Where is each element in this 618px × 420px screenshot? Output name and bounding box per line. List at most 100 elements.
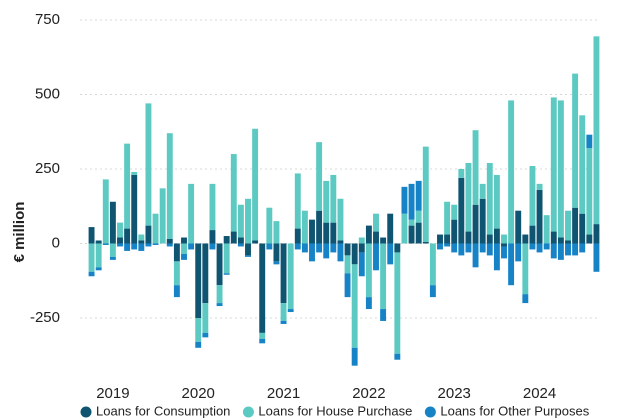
bar-segment <box>593 36 600 225</box>
x-tick-label: 2022 <box>352 385 385 402</box>
bar-segment <box>259 243 266 333</box>
bar-segment <box>550 243 557 259</box>
x-tick-label: 2024 <box>523 385 556 402</box>
bar-segment <box>109 243 116 257</box>
bar-segment <box>259 338 266 344</box>
bar-segment <box>109 256 116 260</box>
x-tick-label: 2023 <box>438 385 471 402</box>
bar-segment <box>138 234 145 241</box>
bar-segment <box>451 243 458 253</box>
bar-segment <box>195 243 202 318</box>
bar-segment <box>429 285 436 298</box>
bar-segment <box>294 173 301 229</box>
bar-segment <box>465 231 472 244</box>
bar-segment <box>316 142 323 211</box>
bar-segment <box>479 183 486 199</box>
bar-segment <box>245 243 251 256</box>
bar-segment <box>337 198 344 241</box>
bar-segment <box>486 163 493 235</box>
bar-segment <box>401 213 408 244</box>
bar-segment <box>124 228 131 244</box>
bar-segment <box>131 174 138 244</box>
x-tick-label: 2020 <box>182 385 215 402</box>
bar-segment <box>273 261 280 265</box>
bar-segment <box>202 332 209 338</box>
bar-segment <box>351 264 358 348</box>
bar-segment <box>230 231 237 244</box>
bar-segment <box>437 243 443 250</box>
bar-segment <box>550 97 557 232</box>
bar-segment <box>117 222 123 238</box>
bar-segment <box>88 271 95 277</box>
bar-segment <box>245 198 251 244</box>
x-tick-label: 2021 <box>267 385 300 402</box>
bar-segment <box>209 230 216 244</box>
bar-segment <box>287 243 294 310</box>
bar-segment <box>216 243 223 286</box>
bar-segment <box>508 100 515 244</box>
bar-segment <box>586 148 593 235</box>
bar-segment <box>472 130 479 205</box>
bar-segment <box>102 243 109 245</box>
bar-segment <box>572 207 579 244</box>
bar-segment <box>365 225 372 244</box>
legend-marker <box>242 406 254 418</box>
bar-segment <box>237 237 244 244</box>
bar-segment <box>380 243 387 310</box>
bar-segment <box>451 219 458 244</box>
bar-segment <box>223 236 230 244</box>
bar-segment <box>159 188 166 244</box>
bar-segment <box>152 243 159 245</box>
bar-segment <box>330 174 337 223</box>
bar-segment <box>351 243 358 265</box>
bar-segment <box>550 231 557 244</box>
bar-segment <box>323 222 330 244</box>
bar-segment <box>522 243 529 295</box>
bar-segment <box>301 210 308 244</box>
bar-segment <box>330 243 337 253</box>
bar-segment <box>515 210 522 244</box>
bar-segment <box>529 165 536 226</box>
bar-segment <box>508 243 515 286</box>
bar-segment <box>373 231 379 244</box>
bar-segment <box>579 213 586 244</box>
y-tick-label: 0 <box>52 234 60 251</box>
bar-segment <box>202 243 209 304</box>
bar-segment <box>95 243 102 268</box>
bar-segment <box>173 243 180 262</box>
bar-segment <box>173 285 180 298</box>
bar-segment <box>358 252 365 277</box>
bar-segment <box>280 303 287 321</box>
y-tick-label: 500 <box>35 85 60 102</box>
bar-segment <box>394 353 401 360</box>
bar-segment <box>501 234 507 244</box>
bar-segment <box>493 228 500 244</box>
bar-segment <box>88 243 95 272</box>
y-axis-label: € million <box>11 202 28 263</box>
bar-segment <box>444 234 451 244</box>
bar-segment <box>429 243 436 286</box>
bar-segment <box>117 243 123 247</box>
bar-segment <box>237 243 244 247</box>
bar-segment <box>280 320 287 324</box>
bar-segment <box>188 243 195 250</box>
bar-segment <box>273 221 280 244</box>
bar-segment <box>387 243 394 265</box>
bar-segment <box>216 285 223 304</box>
bar-segment <box>245 255 251 257</box>
bar-segment <box>444 201 451 235</box>
bar-segment <box>422 241 429 244</box>
bar-segment <box>131 243 138 250</box>
bar-segment <box>266 207 273 244</box>
bar-segment <box>486 243 493 256</box>
bar-segment <box>252 240 259 244</box>
bar-segment <box>465 163 472 232</box>
bar-segment <box>536 243 543 253</box>
bar-segment <box>280 243 287 304</box>
bar-segment <box>572 243 579 256</box>
bar-segment <box>323 180 330 223</box>
bar-segment <box>166 133 173 240</box>
bar-segment <box>181 253 187 260</box>
bar-segment <box>458 177 465 244</box>
bar-segment <box>195 317 202 342</box>
